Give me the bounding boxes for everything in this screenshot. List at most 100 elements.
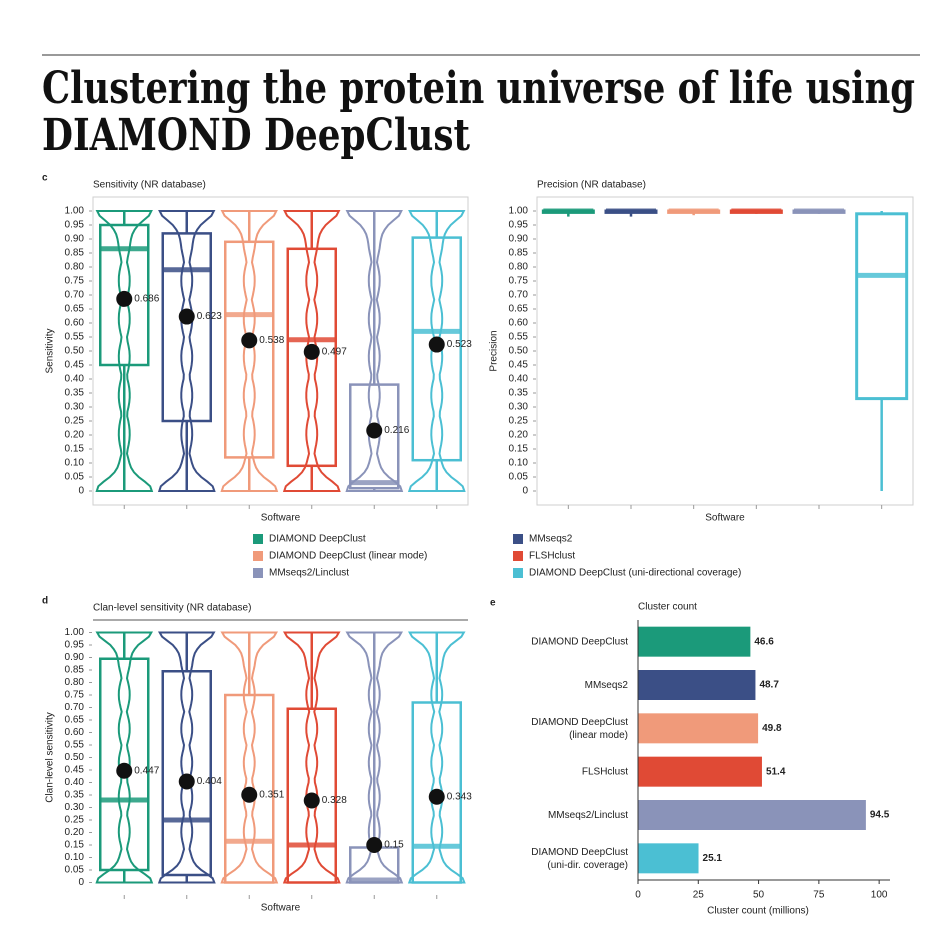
y-tick-label: 0.85 (509, 248, 529, 259)
chart-title: Sensitivity (NR database) (93, 180, 206, 191)
y-tick-label: 0 (78, 486, 84, 497)
plot-frame (92, 196, 469, 506)
y-tick-label: 0.20 (65, 827, 85, 838)
y-tick-label: DIAMOND DeepClust (linear mode) (531, 716, 628, 740)
violin (345, 210, 404, 492)
y-tick-label: 0.65 (65, 304, 85, 315)
panel-letter: d (42, 596, 48, 607)
y-tick-label: 0.75 (509, 276, 529, 287)
violin (157, 210, 216, 492)
legend-label: FLSHclust (529, 551, 575, 562)
headline: DIAMOND DeepClust (42, 110, 471, 161)
y-tick-label: MMseqs2/Linclust (548, 810, 628, 821)
y-tick-label: 0.05 (65, 472, 85, 483)
bar (638, 843, 699, 874)
x-tick-label: 100 (871, 890, 888, 901)
y-tick-label: 0.10 (65, 852, 85, 863)
y-tick-label: 0.60 (65, 727, 85, 738)
y-tick-label: 0.40 (65, 374, 85, 385)
y-tick-label: 0.55 (65, 332, 85, 343)
y-tick-label: 0.60 (65, 318, 85, 329)
y-tick-label: 1.00 (65, 206, 85, 217)
chart-title: Precision (NR database) (537, 180, 646, 191)
y-tick-label: 0.80 (509, 262, 529, 273)
panel-letter: c (42, 173, 48, 184)
violin (220, 210, 279, 492)
y-tick-label: 0.15 (65, 444, 85, 455)
violin (282, 210, 341, 492)
mean-label: 0.447 (134, 765, 159, 776)
y-tick-label: 0.05 (65, 865, 85, 876)
value-label: 51.4 (766, 766, 786, 777)
y-tick-label: 0.50 (65, 752, 85, 763)
box (224, 693, 275, 884)
mean-label: 0.328 (322, 795, 347, 806)
y-tick-label: 0.20 (65, 430, 85, 441)
y-tick-label: 0.40 (65, 777, 85, 788)
value-label: 94.5 (870, 810, 890, 821)
mean-dot (366, 837, 383, 853)
box (224, 240, 275, 459)
y-tick-label: 0.95 (65, 220, 85, 231)
y-tick-label: 0.35 (65, 388, 85, 399)
mean-label: 0.404 (197, 776, 222, 787)
y-tick-label: 0.75 (65, 690, 85, 701)
y-tick-label: 0.35 (65, 790, 85, 801)
y-tick-label: 0.90 (509, 234, 529, 245)
y-tick-label: 0.10 (509, 458, 529, 469)
y-tick-label: FLSHclust (582, 766, 628, 777)
mean-dot (303, 343, 320, 360)
box (411, 701, 462, 884)
box (161, 232, 212, 423)
bar (638, 713, 759, 744)
plot-frame (536, 196, 914, 506)
mean-dot (116, 290, 133, 307)
y-tick-label: 0.95 (509, 220, 529, 231)
y-tick-label: 0.90 (65, 652, 85, 663)
y-axis-label: Sensitivity (45, 328, 56, 373)
headline: Clustering the protein universe of life … (42, 63, 915, 114)
legend-swatch (513, 534, 523, 544)
legend-swatch (513, 568, 523, 578)
y-tick-label: 0.30 (509, 402, 529, 413)
legend-label: DIAMOND DeepClust (uni-directional cover… (529, 568, 741, 579)
mean-label: 0.623 (197, 311, 222, 322)
y-tick-label: 1.00 (509, 206, 529, 217)
y-tick-label: 0.60 (509, 318, 529, 329)
value-label: 48.7 (759, 680, 779, 691)
y-tick-label: 0.20 (509, 430, 529, 441)
mean-dot (178, 308, 195, 325)
box (349, 383, 400, 490)
value-label: 46.6 (754, 636, 774, 647)
y-tick-label: 0.70 (509, 290, 529, 301)
legend-swatch (253, 568, 263, 578)
violin (407, 210, 466, 492)
y-tick-label: 0.35 (509, 388, 529, 399)
y-tick-label: 0.55 (509, 332, 529, 343)
legend-swatch (513, 551, 523, 561)
y-tick-label: 0.30 (65, 802, 85, 813)
bar (638, 626, 751, 657)
mean-label: 0.523 (447, 339, 472, 350)
mean-label: 0.538 (259, 335, 284, 346)
x-tick-label: 0 (635, 890, 641, 901)
mean-label: 0.497 (322, 346, 347, 357)
y-tick-label: MMseqs2 (585, 680, 629, 691)
violin (95, 210, 154, 492)
y-tick-label: 0.30 (65, 402, 85, 413)
legend-swatch (253, 534, 263, 544)
y-tick-label: 0.65 (65, 715, 85, 726)
x-tick-label: 75 (813, 890, 825, 901)
box (855, 212, 909, 401)
legend-label: MMseqs2 (529, 534, 573, 545)
x-axis-label: Software (705, 513, 745, 524)
mean-dot (303, 792, 320, 809)
y-tick-label: 0.05 (509, 472, 529, 483)
y-tick-label: 0.90 (65, 234, 85, 245)
mean-dot (116, 762, 133, 779)
y-tick-label: 0.70 (65, 702, 85, 713)
y-tick-label: 0.45 (65, 765, 85, 776)
y-tick-label: 0.50 (65, 346, 85, 357)
